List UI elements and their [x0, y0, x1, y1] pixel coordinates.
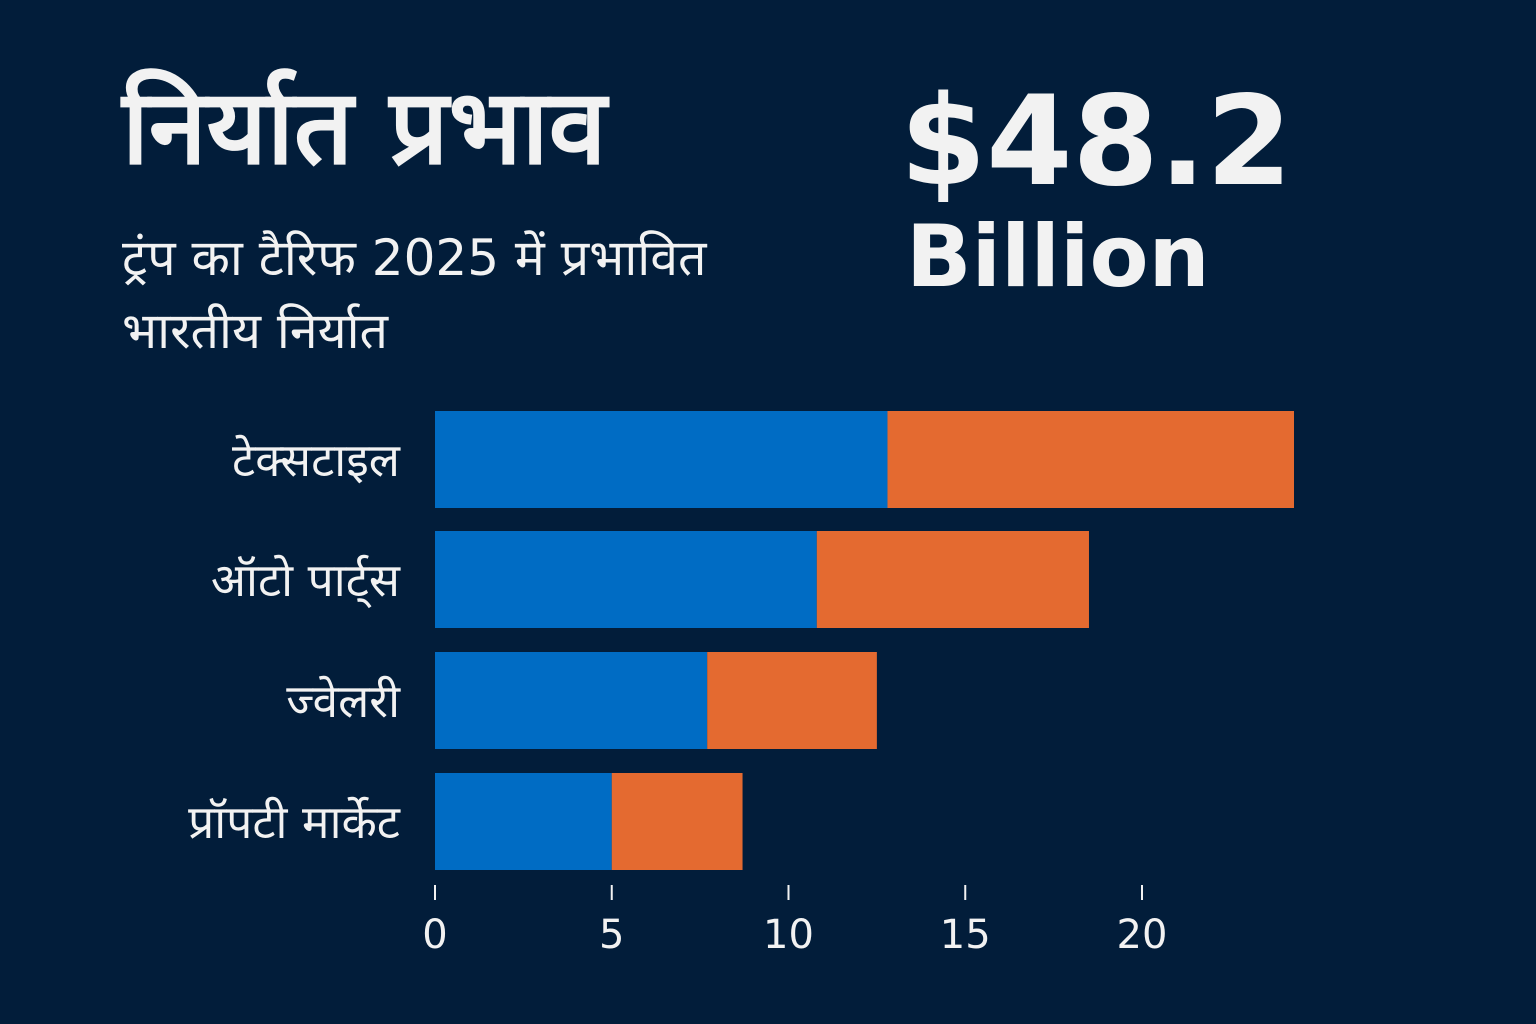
bar-segment-2: [816, 531, 1089, 628]
highlight-value: $48.2: [900, 70, 1293, 214]
page-subtitle: ट्रंप का टैरिफ 2025 में प्रभावित भारतीय …: [122, 229, 707, 360]
highlight-unit: Billion: [906, 207, 1210, 307]
bar-segment-2: [707, 652, 877, 749]
x-tick-label: 5: [599, 912, 624, 958]
x-tick-label: 0: [422, 912, 447, 958]
bar-segment-2: [611, 773, 743, 870]
bar-segment-1: [435, 411, 888, 508]
x-tick-label: 15: [940, 912, 991, 958]
x-tick-label: 10: [763, 912, 814, 958]
bar-segment-1: [435, 531, 817, 628]
category-label: ज्वेलरी: [286, 674, 401, 728]
category-label: ऑटो पार्ट्स: [211, 553, 401, 608]
page-title: निर्यात प्रभाव: [122, 66, 607, 188]
bar-segment-2: [887, 411, 1295, 508]
bar-segment-1: [435, 773, 612, 870]
category-label: प्रॉपटी मार्केट: [188, 795, 401, 849]
category-label: टेक्सटाइल: [232, 433, 401, 487]
x-tick-label: 20: [1117, 912, 1168, 958]
bar-segment-1: [435, 652, 708, 749]
